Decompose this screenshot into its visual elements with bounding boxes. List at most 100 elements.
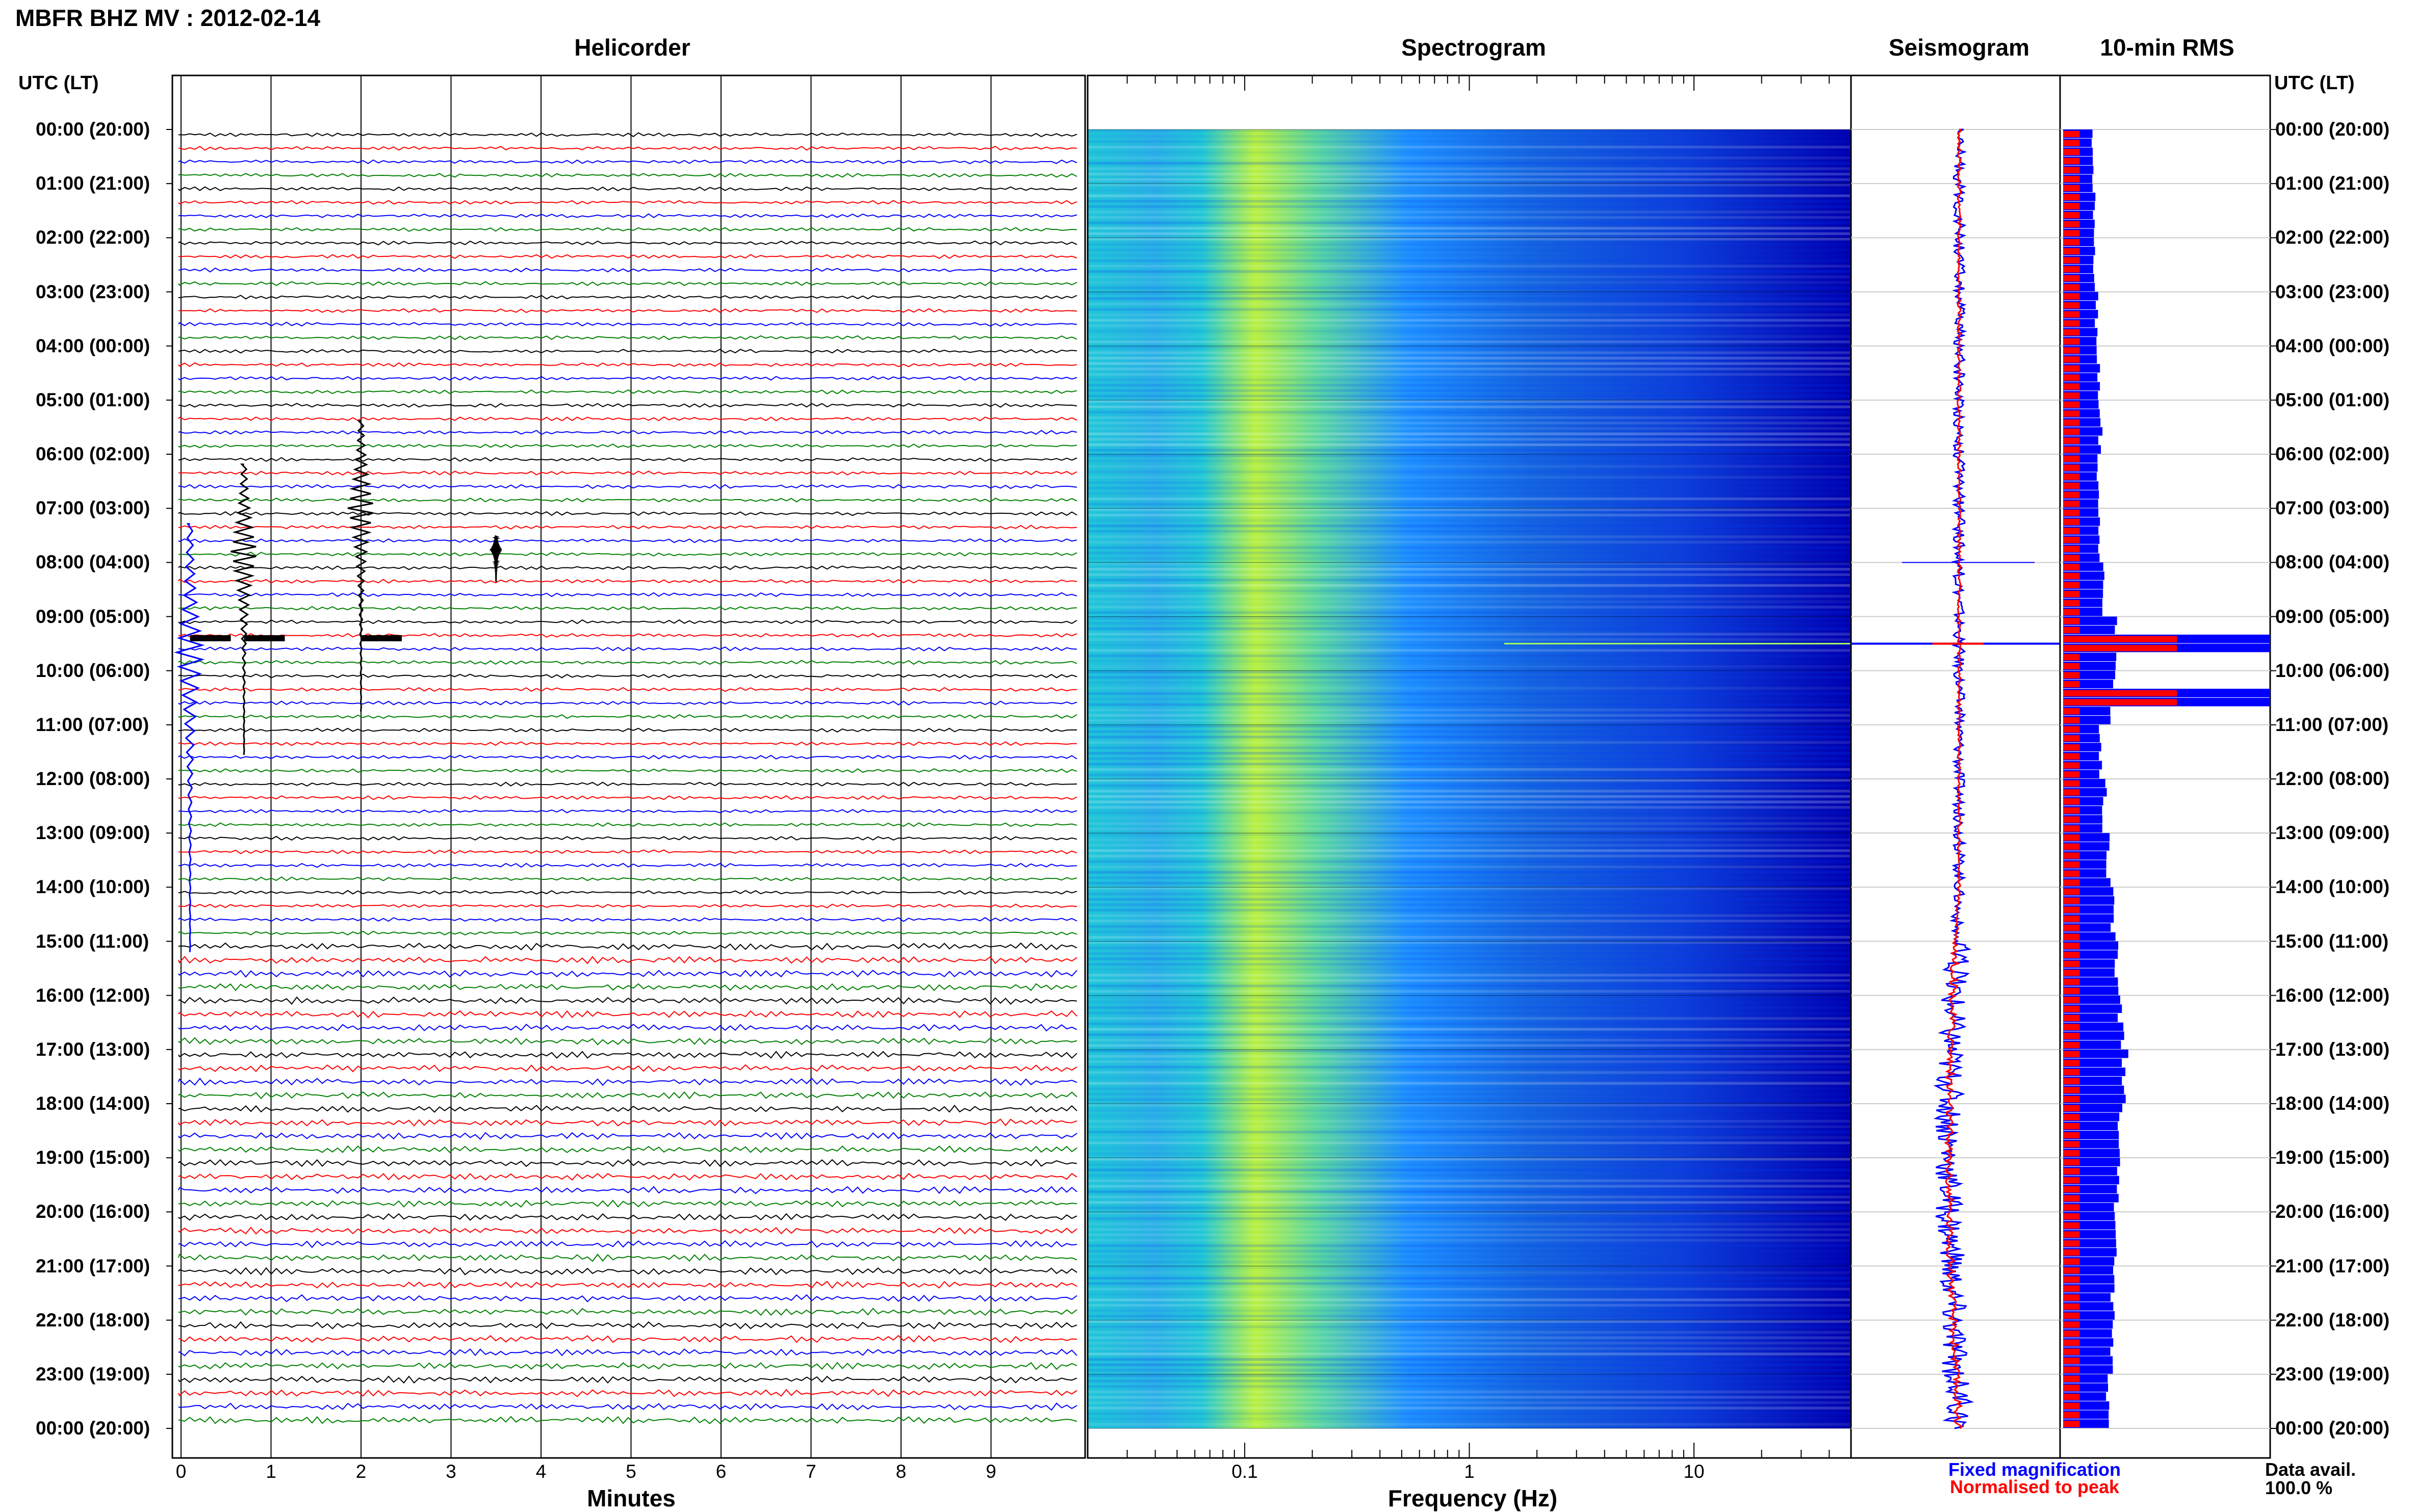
time-label-right: 14:00 (10:00) — [2275, 876, 2390, 898]
spectrogram-row — [1088, 692, 1851, 695]
spectrogram-row — [1088, 189, 1851, 192]
spectrogram-row — [1088, 449, 1851, 452]
helicorder-trace — [178, 538, 1077, 543]
spectrogram-row — [1088, 259, 1851, 263]
rms-normalised-bar — [2063, 834, 2080, 841]
spectrogram-row — [1088, 660, 1851, 663]
rms-normalised-bar — [2063, 158, 2080, 165]
utc-lt-label-right: UTC (LT) — [2274, 72, 2355, 94]
helicorder-trace — [178, 403, 1077, 408]
spectrogram-row — [1088, 481, 1851, 484]
helicorder-trace — [178, 996, 1077, 1005]
spectrogram-row — [1088, 1423, 1851, 1426]
rms-normalised-bar — [2063, 266, 2080, 273]
spectrogram-row — [1088, 893, 1851, 896]
data-avail-label: Data avail. — [2265, 1459, 2356, 1480]
spectrogram-row — [1088, 876, 1851, 879]
spectrogram-row — [1088, 297, 1851, 300]
spectrogram-row — [1088, 935, 1851, 939]
rms-normalised-bar — [2063, 997, 2080, 1003]
rms-normalised-bar — [2063, 1339, 2080, 1346]
spectrogram-row — [1088, 535, 1851, 538]
spectrogram-row — [1088, 806, 1851, 809]
rms-normalised-bar — [2063, 482, 2080, 489]
time-label-left: 07:00 (03:00) — [36, 498, 150, 519]
spectrogram-row — [1088, 1304, 1851, 1307]
spectrogram-row — [1088, 1022, 1851, 1026]
spectrogram-row — [1088, 270, 1851, 273]
time-label-left: 20:00 (16:00) — [36, 1201, 150, 1222]
helicorder-xtick: 3 — [446, 1461, 456, 1482]
rms-normalised-bar — [2063, 1267, 2080, 1274]
rms-normalised-bar — [2063, 1375, 2080, 1382]
helicorder-trace — [178, 1132, 1077, 1140]
helicorder-trace — [178, 254, 1077, 259]
rms-normalised-bar — [2063, 545, 2080, 552]
rms-normalised-bar — [2063, 1105, 2080, 1112]
rms-normalised-bar — [2063, 1024, 2080, 1030]
spectrogram-row — [1088, 1104, 1851, 1107]
helicorder-trace — [178, 714, 1077, 719]
rms-normalised-bar — [2063, 437, 2080, 444]
helicorder-trace — [178, 146, 1077, 151]
spectrogram-row — [1088, 432, 1851, 435]
helicorder-trace — [178, 1281, 1077, 1289]
time-label-right: 05:00 (01:00) — [2275, 389, 2390, 410]
spectrogram-row — [1088, 454, 1851, 457]
spectrogram-row — [1088, 1179, 1851, 1182]
spectrogram-row — [1088, 395, 1851, 398]
spectrogram-row — [1088, 779, 1851, 782]
helicorder-trace — [178, 457, 1077, 462]
helicorder-trace — [178, 903, 1077, 908]
rms-normalised-bar — [2063, 735, 2080, 742]
spectrogram-row — [1088, 822, 1851, 825]
rms-normalised-bar — [2063, 447, 2080, 453]
spectrogram-row — [1088, 1352, 1851, 1355]
spectrogram-row — [1088, 1049, 1851, 1053]
spectrogram-row — [1088, 887, 1851, 890]
spectrogram-row — [1088, 319, 1851, 322]
rms-normalised-bar — [2063, 816, 2080, 823]
rms-normalised-bar — [2063, 518, 2080, 525]
spectrogram-row — [1088, 1293, 1851, 1296]
spectrogram-row — [1088, 1282, 1851, 1285]
spectrogram-row — [1088, 1185, 1851, 1188]
helicorder-trace — [178, 1200, 1077, 1208]
helicorder-trace — [178, 1024, 1077, 1032]
spectrogram-row — [1088, 157, 1851, 160]
rms-normalised-bar — [2063, 564, 2080, 570]
spectrogram-row — [1088, 546, 1851, 549]
helicorder-trace — [178, 1267, 1077, 1276]
spectrogram-row — [1088, 1141, 1851, 1144]
helicorder-trace — [178, 227, 1077, 232]
spectrogram-row — [1088, 329, 1851, 333]
spectrogram-row — [1088, 833, 1851, 836]
rms-normalised-bar — [2063, 455, 2080, 462]
helicorder-trace — [178, 1227, 1077, 1235]
spectrogram-row — [1088, 1038, 1851, 1041]
spectrogram-row — [1088, 1206, 1851, 1209]
rms-normalised-bar — [2063, 464, 2080, 471]
rms-normalised-bar — [2063, 1006, 2080, 1012]
spectrogram-row — [1088, 963, 1851, 966]
rms-normalised-bar — [2063, 528, 2080, 534]
rms-normalised-bar — [2063, 383, 2080, 390]
helicorder-trace — [178, 579, 1077, 584]
helicorder-trace — [178, 1186, 1077, 1194]
helicorder-trace — [178, 1294, 1077, 1302]
spectrogram-row — [1088, 1201, 1851, 1204]
spectrogram-row — [1088, 1379, 1851, 1383]
spectrogram-row — [1088, 1390, 1851, 1393]
rms-normalised-bar — [2063, 609, 2080, 615]
rms-normalised-bar — [2063, 690, 2177, 697]
spectrogram-row — [1088, 216, 1851, 219]
spectrogram-row — [1088, 1412, 1851, 1415]
spectrogram-row — [1088, 362, 1851, 365]
helicorder-trace — [178, 1213, 1077, 1221]
spectrogram-row — [1088, 1276, 1851, 1280]
spectrogram-row — [1088, 438, 1851, 441]
helicorder-trace — [178, 281, 1077, 286]
rms-normalised-bar — [2063, 889, 2080, 895]
spectrogram-row — [1088, 1255, 1851, 1258]
rms-normalised-bar — [2063, 726, 2080, 733]
